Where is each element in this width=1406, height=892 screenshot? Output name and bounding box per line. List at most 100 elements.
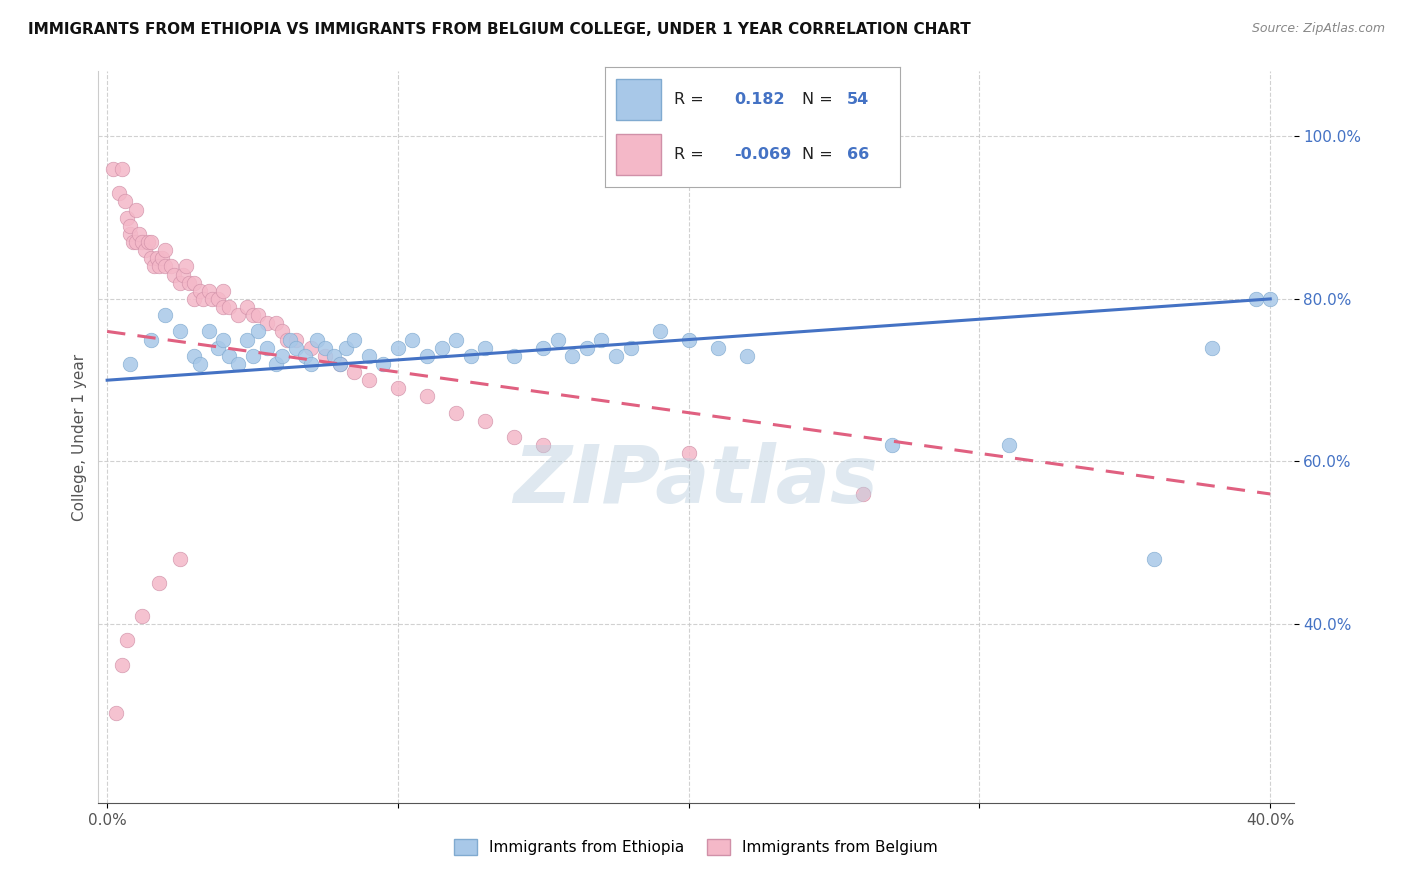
Point	[314, 349, 336, 363]
Point	[188, 357, 211, 371]
Point	[444, 406, 467, 420]
Point	[357, 373, 380, 387]
Point	[207, 292, 229, 306]
Point	[278, 333, 301, 347]
Text: Source: ZipAtlas.com: Source: ZipAtlas.com	[1251, 22, 1385, 36]
Text: N =: N =	[803, 147, 834, 162]
Point	[198, 325, 221, 339]
Point	[285, 333, 308, 347]
Point	[117, 633, 139, 648]
Point	[218, 300, 240, 314]
Point	[148, 576, 170, 591]
Point	[122, 235, 145, 249]
Point	[207, 341, 229, 355]
Point	[294, 349, 316, 363]
Point	[531, 438, 554, 452]
Point	[561, 349, 583, 363]
Point	[852, 487, 875, 501]
Text: 66: 66	[846, 147, 869, 162]
Point	[131, 235, 153, 249]
Point	[139, 235, 162, 249]
Point	[430, 341, 453, 355]
Point	[155, 243, 177, 257]
Point	[139, 252, 162, 266]
Text: -0.069: -0.069	[734, 147, 792, 162]
Point	[242, 349, 264, 363]
Text: R =: R =	[673, 92, 704, 107]
Point	[299, 357, 322, 371]
Point	[183, 349, 205, 363]
Point	[444, 333, 467, 347]
Point	[270, 349, 292, 363]
Point	[145, 252, 167, 266]
Point	[111, 657, 134, 672]
Point	[264, 357, 287, 371]
Bar	[616, 135, 661, 175]
Point	[150, 252, 173, 266]
Point	[256, 316, 278, 330]
Point	[177, 276, 200, 290]
Point	[314, 341, 336, 355]
Point	[619, 341, 641, 355]
Point	[285, 341, 308, 355]
Point	[131, 608, 153, 623]
Point	[201, 292, 224, 306]
Point	[882, 438, 904, 452]
Point	[1244, 292, 1267, 306]
Point	[299, 341, 322, 355]
Point	[575, 341, 598, 355]
Point	[169, 552, 191, 566]
Y-axis label: College, Under 1 year: College, Under 1 year	[72, 353, 87, 521]
Point	[218, 349, 240, 363]
Point	[591, 333, 613, 347]
Point	[343, 365, 366, 379]
Point	[329, 357, 352, 371]
Point	[183, 292, 205, 306]
Point	[169, 325, 191, 339]
Point	[401, 333, 423, 347]
Point	[460, 349, 482, 363]
Text: 54: 54	[846, 92, 869, 107]
Point	[183, 276, 205, 290]
Legend: Immigrants from Ethiopia, Immigrants from Belgium: Immigrants from Ethiopia, Immigrants fro…	[447, 833, 945, 861]
Point	[198, 284, 221, 298]
Point	[125, 202, 148, 217]
Point	[264, 316, 287, 330]
Point	[474, 341, 496, 355]
Text: ZIPatlas: ZIPatlas	[513, 442, 879, 520]
Point	[503, 430, 526, 444]
Point	[226, 357, 249, 371]
Point	[678, 446, 700, 460]
Point	[212, 300, 235, 314]
Point	[104, 706, 127, 721]
Point	[247, 325, 270, 339]
Point	[139, 333, 162, 347]
Point	[416, 349, 439, 363]
Point	[1258, 292, 1281, 306]
Point	[387, 341, 409, 355]
Point	[997, 438, 1019, 452]
Point	[148, 260, 170, 274]
Point	[235, 333, 257, 347]
Point	[172, 268, 194, 282]
Point	[1143, 552, 1166, 566]
Point	[155, 260, 177, 274]
Point	[120, 219, 142, 233]
Point	[416, 389, 439, 403]
Point	[387, 381, 409, 395]
Point	[188, 284, 211, 298]
Point	[474, 414, 496, 428]
Point	[101, 161, 124, 176]
Point	[247, 308, 270, 322]
Text: IMMIGRANTS FROM ETHIOPIA VS IMMIGRANTS FROM BELGIUM COLLEGE, UNDER 1 YEAR CORREL: IMMIGRANTS FROM ETHIOPIA VS IMMIGRANTS F…	[28, 22, 972, 37]
Text: 0.182: 0.182	[734, 92, 785, 107]
Point	[142, 260, 165, 274]
Point	[1201, 341, 1223, 355]
Point	[678, 333, 700, 347]
Point	[155, 308, 177, 322]
Point	[107, 186, 129, 201]
Point	[648, 325, 671, 339]
Point	[373, 357, 395, 371]
Point	[134, 243, 156, 257]
Point	[160, 260, 183, 274]
